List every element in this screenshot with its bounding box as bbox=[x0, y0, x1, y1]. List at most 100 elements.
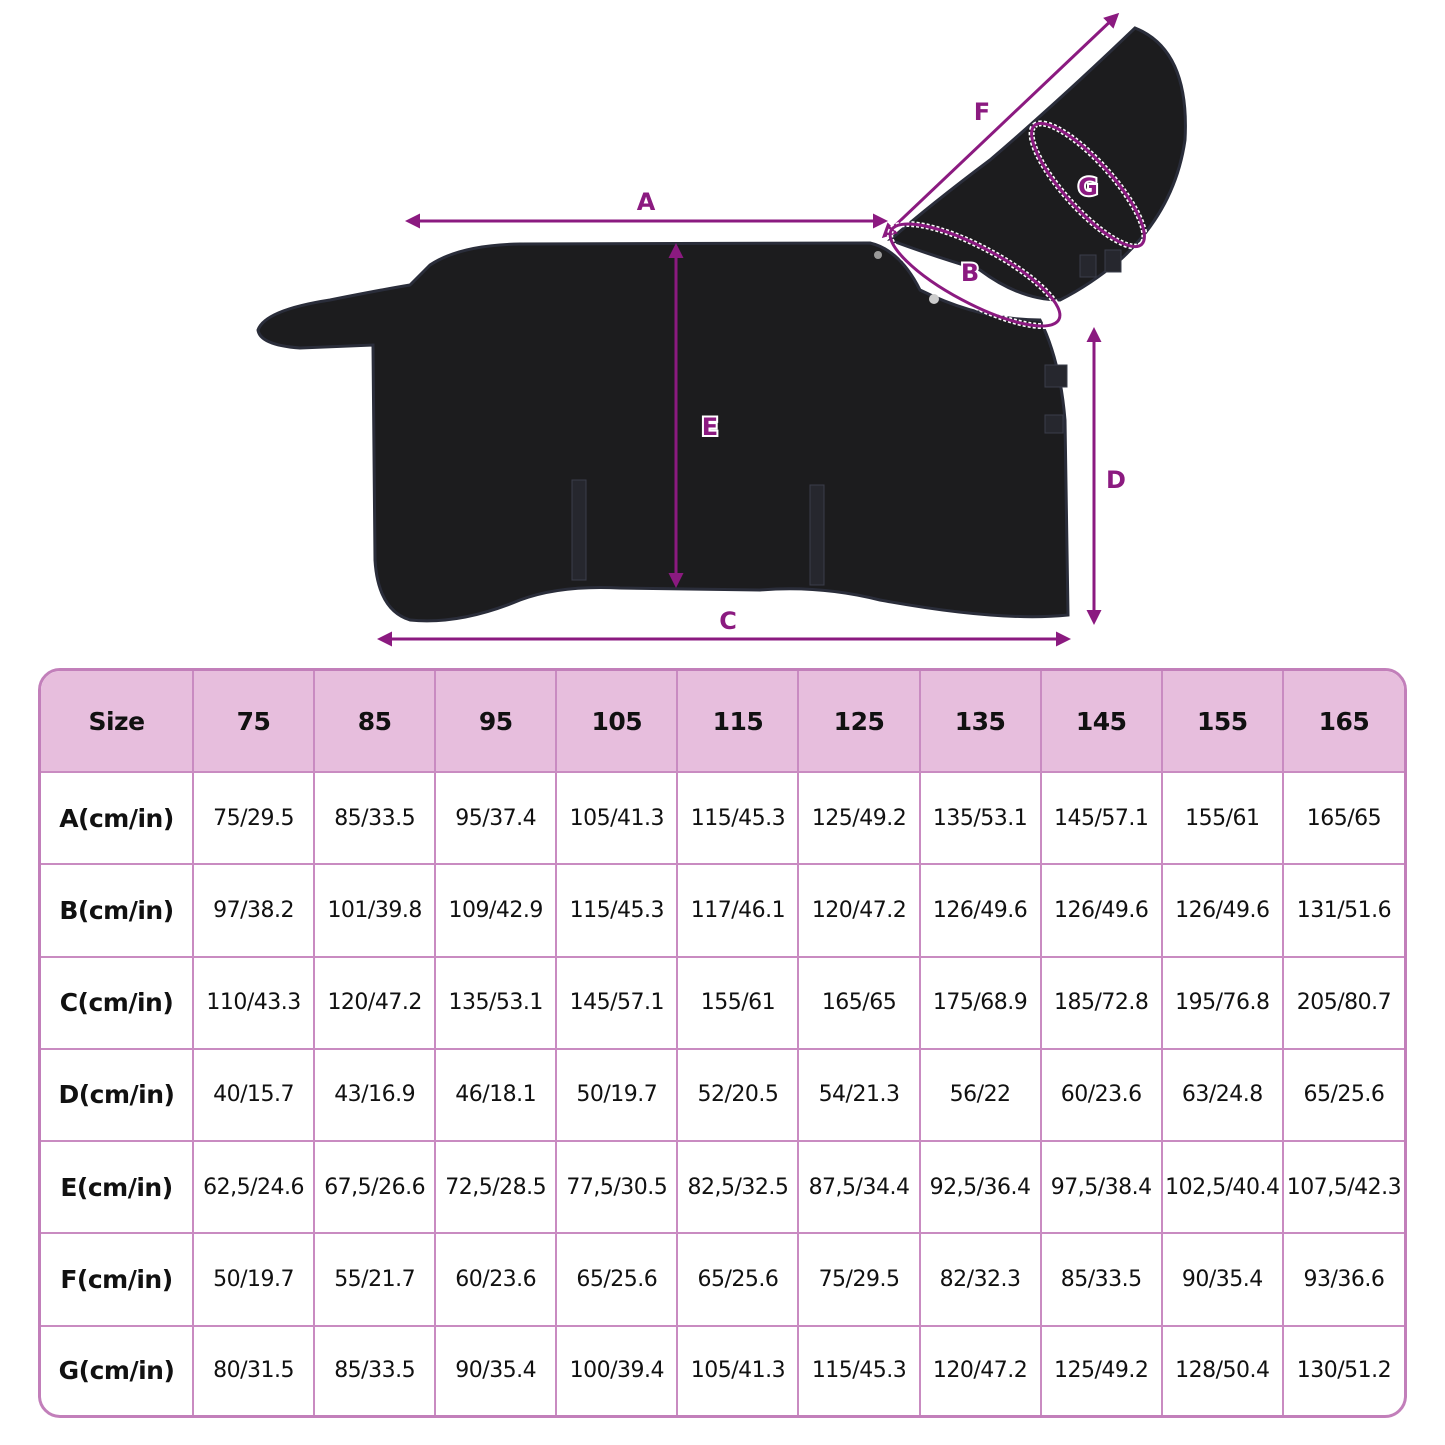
row-label: E(cm/in) bbox=[41, 1140, 194, 1235]
column-header: 95 bbox=[434, 671, 558, 773]
table-cell: 120/47.2 bbox=[797, 863, 921, 958]
chest-strap bbox=[1044, 364, 1068, 388]
table-row: C(cm/in) 110/43.3 120/47.2 135/53.1 145/57.1… bbox=[41, 955, 1404, 1050]
measure-ring-g bbox=[1030, 121, 1146, 249]
column-header: 85 bbox=[313, 671, 437, 773]
table-cell: 155/61 bbox=[676, 955, 800, 1050]
table-cell: 46/18.1 bbox=[434, 1047, 558, 1143]
table-cell: 97/38.2 bbox=[191, 863, 316, 958]
table-row: A(cm/in) 75/29.5 85/33.5 95/37.4 105/41.3 115… bbox=[41, 770, 1404, 866]
table-cell: 195/76.8 bbox=[1160, 955, 1284, 1050]
table-cell: 65/25.6 bbox=[555, 1232, 679, 1327]
table-cell: 93/36.6 bbox=[1281, 1232, 1404, 1327]
snap-button bbox=[874, 251, 882, 259]
table-cell: 82/32.3 bbox=[918, 1232, 1042, 1327]
table-cell: 75/29.5 bbox=[191, 770, 316, 866]
label-g: G bbox=[1078, 173, 1098, 201]
table-cell: 117/46.1 bbox=[676, 863, 800, 958]
table-cell: 77,5/30.5 bbox=[555, 1140, 679, 1235]
table-cell: 115/45.3 bbox=[676, 770, 800, 866]
column-header-size: Size bbox=[41, 671, 194, 773]
table-cell: 175/68.9 bbox=[918, 955, 1042, 1050]
table-cell: 126/49.6 bbox=[918, 863, 1042, 958]
table-cell: 90/35.4 bbox=[1160, 1232, 1284, 1327]
table-cell: 165/65 bbox=[797, 955, 921, 1050]
label-c: C bbox=[719, 607, 737, 635]
table-cell: 105/41.3 bbox=[676, 1324, 800, 1415]
table-cell: 109/42.9 bbox=[434, 863, 558, 958]
table-cell: 80/31.5 bbox=[191, 1324, 316, 1415]
column-header: 165 bbox=[1281, 671, 1404, 773]
table-cell: 65/25.6 bbox=[676, 1232, 800, 1327]
table-row: G(cm/in) 80/31.5 85/33.5 90/35.4 100/39.4 105… bbox=[41, 1324, 1404, 1415]
table-row: D(cm/in) 40/15.7 43/16.9 46/18.1 50/19.7 52/2… bbox=[41, 1047, 1404, 1143]
table-cell: 165/65 bbox=[1281, 770, 1404, 866]
label-a: A bbox=[637, 188, 656, 216]
table-cell: 135/53.1 bbox=[918, 770, 1042, 866]
table-cell: 67,5/26.6 bbox=[313, 1140, 437, 1235]
table-cell: 90/35.4 bbox=[434, 1324, 558, 1415]
table-cell: 54/21.3 bbox=[797, 1047, 921, 1143]
table-cell: 65/25.6 bbox=[1281, 1047, 1404, 1143]
measure-line-f bbox=[881, 12, 1120, 239]
table-cell: 56/22 bbox=[918, 1047, 1042, 1143]
table-cell: 50/19.7 bbox=[555, 1047, 679, 1143]
table-cell: 128/50.4 bbox=[1160, 1324, 1284, 1415]
table-cell: 60/23.6 bbox=[434, 1232, 558, 1327]
table-cell: 82,5/32.5 bbox=[676, 1140, 800, 1235]
table-cell: 145/57.1 bbox=[1039, 770, 1163, 866]
table-cell: 102,5/40.4 bbox=[1160, 1140, 1284, 1235]
table-cell: 105/41.3 bbox=[555, 770, 679, 866]
table-cell: 185/72.8 bbox=[1039, 955, 1163, 1050]
belly-strap bbox=[809, 484, 825, 586]
column-header: 115 bbox=[676, 671, 800, 773]
table-cell: 63/24.8 bbox=[1160, 1047, 1284, 1143]
table-cell: 101/39.8 bbox=[313, 863, 437, 958]
column-header: 155 bbox=[1160, 671, 1284, 773]
table-cell: 115/45.3 bbox=[555, 863, 679, 958]
row-label: A(cm/in) bbox=[41, 770, 194, 866]
table-cell: 85/33.5 bbox=[313, 770, 437, 866]
table-cell: 62,5/24.6 bbox=[191, 1140, 316, 1235]
chest-strap bbox=[1044, 414, 1064, 434]
table-cell: 126/49.6 bbox=[1160, 863, 1284, 958]
table-cell: 120/47.2 bbox=[918, 1324, 1042, 1415]
column-header: 105 bbox=[555, 671, 679, 773]
table-cell: 115/45.3 bbox=[797, 1324, 921, 1415]
measure-ring-b bbox=[888, 222, 1062, 328]
column-header: 125 bbox=[797, 671, 921, 773]
table-cell: 72,5/28.5 bbox=[434, 1140, 558, 1235]
size-chart-table: Size 75 85 95 105 115 125 135 145 155 165 A(cm/in)… bbox=[38, 668, 1407, 1418]
table-cell: 50/19.7 bbox=[191, 1232, 316, 1327]
table-cell: 205/80.7 bbox=[1281, 955, 1404, 1050]
hood-strap bbox=[1104, 249, 1122, 273]
table-row: F(cm/in) 50/19.7 55/21.7 60/23.6 65/25.6 65/2… bbox=[41, 1232, 1404, 1327]
table-cell: 130/51.2 bbox=[1281, 1324, 1404, 1415]
table-cell: 107,5/42.3 bbox=[1281, 1140, 1404, 1235]
label-e: E bbox=[702, 413, 718, 441]
label-b: B bbox=[961, 259, 979, 287]
belly-strap bbox=[571, 479, 587, 581]
snap-button bbox=[929, 294, 939, 304]
table-cell: 85/33.5 bbox=[1039, 1232, 1163, 1327]
table-header-row: Size 75 85 95 105 115 125 135 145 155 165 bbox=[41, 671, 1404, 773]
neck-cover bbox=[887, 26, 1187, 302]
table-cell: 52/20.5 bbox=[676, 1047, 800, 1143]
table-cell: 55/21.7 bbox=[313, 1232, 437, 1327]
table-cell: 110/43.3 bbox=[191, 955, 316, 1050]
column-header: 145 bbox=[1039, 671, 1163, 773]
table-cell: 120/47.2 bbox=[313, 955, 437, 1050]
row-label: C(cm/in) bbox=[41, 955, 194, 1050]
column-header: 75 bbox=[191, 671, 316, 773]
row-label: D(cm/in) bbox=[41, 1047, 194, 1143]
table-cell: 126/49.6 bbox=[1039, 863, 1163, 958]
table-cell: 95/37.4 bbox=[434, 770, 558, 866]
table-cell: 97,5/38.4 bbox=[1039, 1140, 1163, 1235]
table-cell: 92,5/36.4 bbox=[918, 1140, 1042, 1235]
table-cell: 155/61 bbox=[1160, 770, 1284, 866]
table-row: E(cm/in) 62,5/24.6 67,5/26.6 72,5/28.5 77,5/… bbox=[41, 1140, 1404, 1235]
blanket-measurement-diagram: A B C D E F G bbox=[256, 12, 1187, 647]
table-cell: 125/49.2 bbox=[797, 770, 921, 866]
column-header: 135 bbox=[918, 671, 1042, 773]
table-row: B(cm/in) 97/38.2 101/39.8 109/42.9 115/45.3 1… bbox=[41, 863, 1404, 958]
